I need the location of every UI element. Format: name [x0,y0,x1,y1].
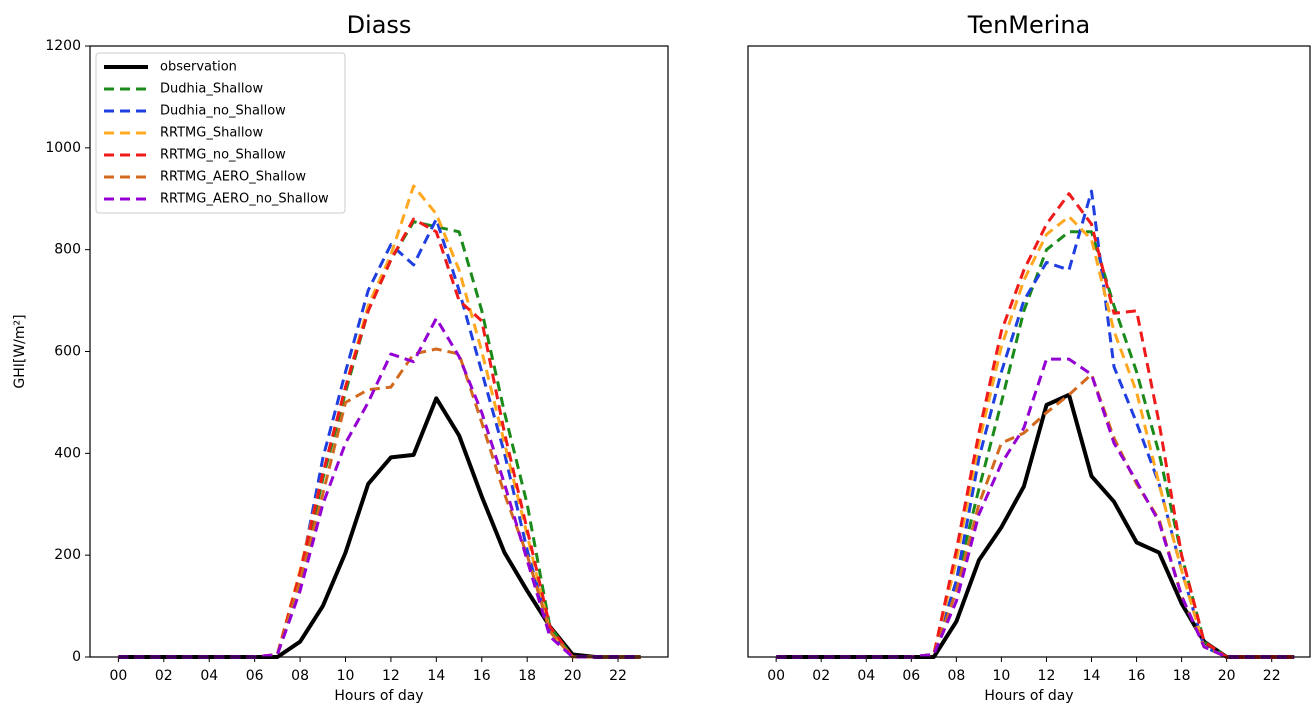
series-line [118,396,641,659]
x-tick-label: 06 [246,668,264,684]
legend-label: Dudhia_no_Shallow [160,104,286,119]
axes-frame [89,45,669,658]
x-tick-label: 04 [200,668,218,684]
x-tick-label: 08 [947,668,965,684]
y-tick-label: 800 [54,242,81,258]
legend-box [95,52,346,214]
series-line [776,372,1295,659]
series-line [118,347,641,659]
x-tick-label: 04 [857,668,875,684]
y-tick-label: 400 [54,445,81,461]
y-tick-label: 0 [72,649,81,665]
series-line [776,392,1295,659]
x-tick-label: 14 [1083,668,1101,684]
chart-title: Diass [347,11,412,39]
x-tick-label: 14 [427,668,445,684]
x-tick-label: 08 [291,668,309,684]
series-line [118,217,641,659]
x-tick-label: 22 [609,668,627,684]
series-line [776,357,1295,659]
x-tick-label: 12 [382,668,400,684]
y-tick-label: 1200 [45,38,81,54]
y-tick-label: 200 [54,547,81,563]
x-tick-label: 16 [1128,668,1146,684]
y-axis-label: GHI[W/m²] [12,314,28,388]
x-tick-label: 00 [109,668,127,684]
axes-frame [747,45,1311,658]
x-tick-label: 02 [812,668,830,684]
x-tick-label: 10 [992,668,1010,684]
series-line [118,220,641,659]
legend-label: RRTMG_AERO_Shallow [160,170,306,185]
legend-label: Dudhia_Shallow [160,82,263,97]
legend: observation Dudhia_Shallow Dudhia_no_Shall… [95,52,346,214]
x-tick-label: 20 [564,668,582,684]
x-tick-label: 16 [473,668,491,684]
y-tick-label: 1000 [45,140,81,156]
x-tick-label: 18 [1173,668,1191,684]
x-tick-label: 18 [518,668,536,684]
x-tick-label: 06 [902,668,920,684]
chart-title: TenMerina [967,11,1090,39]
x-axis-label: Hours of day [984,688,1073,704]
x-axis-label: Hours of day [334,688,423,704]
legend-label: observation [160,60,237,75]
legend-label: RRTMG_no_Shallow [160,148,286,163]
x-tick-label: 20 [1218,668,1236,684]
series-line [776,192,1295,659]
x-tick-label: 10 [337,668,355,684]
x-tick-label: 02 [155,668,173,684]
series-line [118,217,641,659]
legend-label: RRTMG_Shallow [160,126,263,141]
legend-label: RRTMG_AERO_no_Shallow [160,192,329,207]
y-tick-label: 600 [54,344,81,360]
x-tick-label: 22 [1263,668,1281,684]
x-tick-label: 00 [767,668,785,684]
series-line [118,184,641,659]
series-line [118,316,641,659]
x-tick-label: 12 [1038,668,1056,684]
